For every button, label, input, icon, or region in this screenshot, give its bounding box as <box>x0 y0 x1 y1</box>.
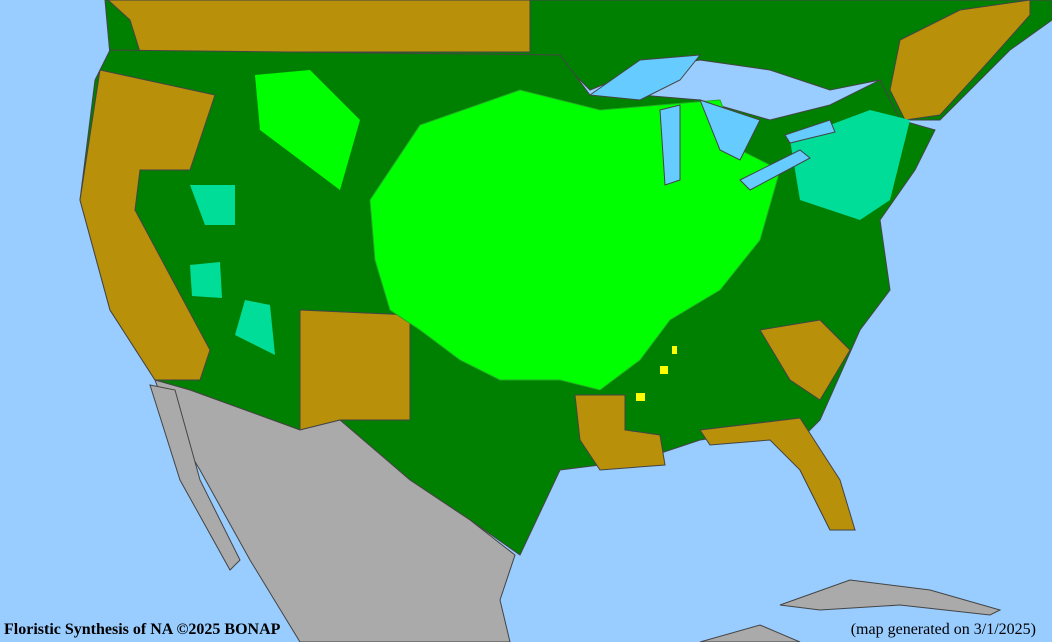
baja-region <box>149 384 241 571</box>
rare-county-1 <box>660 366 668 374</box>
southeast-absent <box>699 417 856 531</box>
mexico-region <box>154 379 516 642</box>
canada-absent-west <box>107 0 531 53</box>
non-native-nevada <box>190 185 235 225</box>
new-mexico-absent <box>299 309 411 431</box>
cuba-region <box>779 579 1002 616</box>
lake-huron <box>699 99 761 161</box>
rare-county-2 <box>636 393 645 401</box>
lake-ontario <box>784 119 836 144</box>
non-native-utah <box>190 262 222 298</box>
louisiana-absent <box>574 394 666 471</box>
non-native-arizona <box>235 300 275 355</box>
lake-erie <box>739 149 811 191</box>
yucatan-region <box>699 624 801 642</box>
northeast-absent <box>889 0 1031 121</box>
rare-county-3 <box>672 346 677 354</box>
non-native-northeast <box>790 110 910 220</box>
west-coast-absent <box>79 69 216 381</box>
lake-superior <box>588 54 702 101</box>
carolina-absent <box>759 319 851 401</box>
native-north-patch <box>255 70 360 190</box>
credit-text: Floristic Synthesis of NA ©2025 BONAP <box>4 621 281 638</box>
lake-michigan <box>659 104 681 186</box>
generated-date-text: (map generated on 3/1/2025) <box>850 621 1036 638</box>
